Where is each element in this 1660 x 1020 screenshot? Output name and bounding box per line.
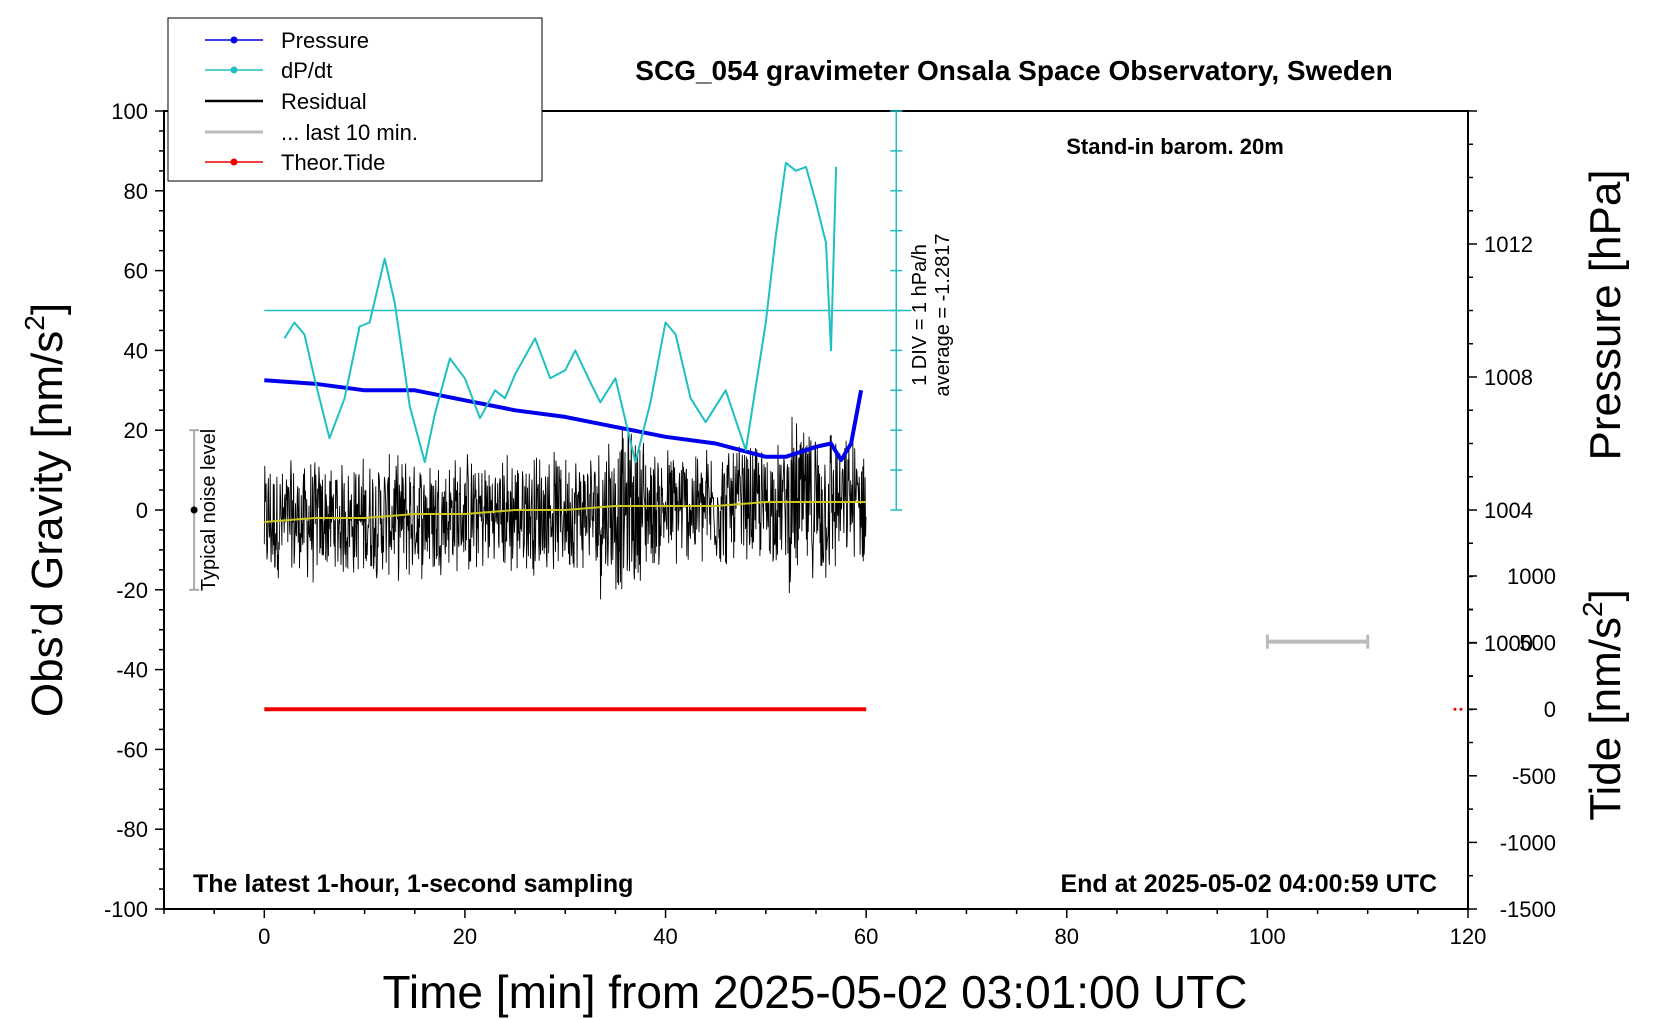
legend-marker-dpdt <box>230 66 238 74</box>
y-axis-ticks: -100 -80 -60 -40 -20 0 20 40 60 80 100 <box>104 99 164 922</box>
legend-label-tide: Theor.Tide <box>281 150 385 175</box>
legend: Pressure dP/dt Residual ... last 10 min.… <box>167 17 543 182</box>
tide-axis-label-close: ] <box>1581 589 1630 601</box>
y-tick-label: -100 <box>104 897 148 922</box>
series-pressure <box>264 378 864 463</box>
x-tick-label: 120 <box>1450 924 1487 949</box>
legend-label-pressure: Pressure <box>281 28 369 53</box>
legend-label-residual: Residual <box>281 89 367 114</box>
noise-level-bar <box>189 429 200 591</box>
series-residual-mean <box>264 501 867 523</box>
noise-bar-center <box>190 506 198 514</box>
x-tick-label: 0 <box>258 924 270 949</box>
tide-tick-label: 1000 <box>1507 564 1556 589</box>
legend-marker-pressure <box>230 36 238 44</box>
tide-tick-label: 0 <box>1544 697 1556 722</box>
legend-marker-tide <box>230 158 238 166</box>
y-axis-label-close: ] <box>23 303 72 315</box>
x-tick-label: 20 <box>453 924 477 949</box>
legend-label-dpdt: dP/dt <box>281 58 332 83</box>
pressure-axis-label: Pressure [hPa] <box>1581 169 1630 460</box>
y-tick-label: 60 <box>124 259 148 284</box>
dpdt-scale-label: 1 DIV = 1 hPa/h <box>909 244 931 386</box>
pressure-tick-label: 1000 <box>1484 631 1533 656</box>
pressure-tick-label: 1008 <box>1484 365 1533 390</box>
y-tick-label: -60 <box>116 737 148 762</box>
y-tick-label: -80 <box>116 817 148 842</box>
tide-end-dot <box>1453 707 1457 711</box>
x-tick-label: 100 <box>1249 924 1286 949</box>
y-axis-label: Obs’d Gravity [nm/s2] <box>19 303 72 717</box>
tide-axis-label: Tide [nm/s2] <box>1577 589 1630 821</box>
x-tick-label: 40 <box>653 924 677 949</box>
y-tick-label: -40 <box>116 658 148 683</box>
x-axis-ticks: 0 20 40 60 80 100 120 <box>163 909 1487 949</box>
barometer-note: Stand-in barom. 20m <box>1066 134 1284 159</box>
x-tick-label: 60 <box>854 924 878 949</box>
tide-tick-label: -1000 <box>1500 830 1556 855</box>
last-10-min-marker <box>1265 634 1370 649</box>
tide-end-dot <box>1459 707 1463 711</box>
tide-tick-label: -1500 <box>1500 897 1556 922</box>
sampling-note: The latest 1-hour, 1-second sampling <box>193 870 633 898</box>
noise-level-label: Typical noise level <box>198 429 220 591</box>
x-tick-label: 80 <box>1055 924 1079 949</box>
legend-label-last10: ... last 10 min. <box>281 120 418 145</box>
y-tick-label: 40 <box>124 338 148 363</box>
pressure-tick-label: 1004 <box>1484 498 1533 523</box>
y-tick-label: 20 <box>124 418 148 443</box>
y-tick-label: -20 <box>116 578 148 603</box>
tide-tick-label: -500 <box>1512 764 1556 789</box>
x-axis-label: Time [min] from 2025-05-02 03:01:00 UTC <box>383 966 1248 1018</box>
y-tick-label: 80 <box>124 179 148 204</box>
residual-noise-line <box>263 416 867 600</box>
chart-title: SCG_054 gravimeter Onsala Space Observat… <box>635 55 1392 86</box>
tide-axis-label-sup: 2 <box>1577 601 1608 617</box>
tide-tick-label: 500 <box>1519 631 1556 656</box>
dpdt-average-label: average = -1.2817 <box>932 234 954 397</box>
y-axis-label-main: Obs’d Gravity [nm/s <box>23 331 72 717</box>
pressure-tick-label: 1012 <box>1484 232 1533 257</box>
series-layer <box>264 161 1463 712</box>
y-axis-label-sup: 2 <box>19 315 50 331</box>
series-dp-dt <box>283 161 838 464</box>
end-time-note: End at 2025-05-02 04:00:59 UTC <box>1060 870 1437 898</box>
y-tick-label: 100 <box>111 99 148 124</box>
residual-series <box>263 416 867 600</box>
y-tick-label: 0 <box>136 498 148 523</box>
tide-axis-label-main: Tide [nm/s <box>1581 617 1630 821</box>
pressure-axis-ticks: 1000 1004 1008 1012 <box>1468 110 1533 711</box>
legend-box <box>167 17 543 182</box>
